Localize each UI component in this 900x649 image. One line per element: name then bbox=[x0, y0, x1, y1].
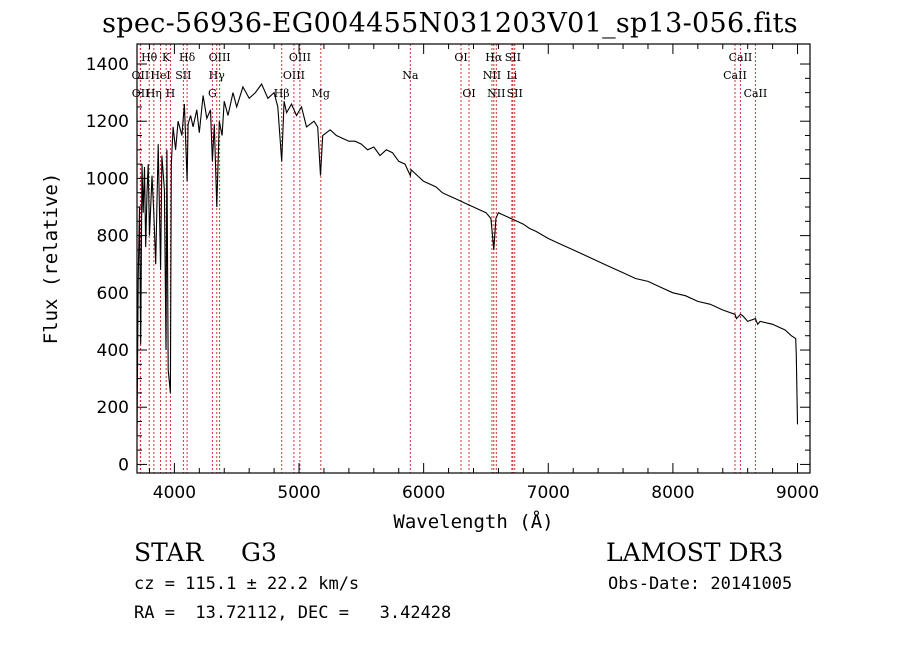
line-label: CaII bbox=[744, 87, 768, 100]
axis-ticks: 4000 5000 6000 7000 8000 9000 0 200 400 600 800 100… bbox=[86, 44, 819, 503]
x-tick-label: 9000 bbox=[776, 483, 819, 503]
line-label: CaII bbox=[729, 51, 753, 64]
line-label: CaII bbox=[723, 69, 747, 82]
line-label: OI bbox=[462, 87, 475, 100]
y-tick-label: 1000 bbox=[86, 169, 129, 189]
redshift-cz: cz = 115.1 ± 22.2 km/s bbox=[134, 574, 360, 594]
x-tick-label: 8000 bbox=[651, 483, 694, 503]
spectrum-line bbox=[136, 82, 799, 436]
survey-name: LAMOST DR3 bbox=[606, 538, 784, 567]
y-tick-label: 200 bbox=[97, 398, 129, 418]
x-tick-label: 7000 bbox=[527, 483, 570, 503]
line-label: G bbox=[208, 87, 217, 100]
y-tick-label: 400 bbox=[97, 341, 129, 361]
line-label: SII bbox=[507, 87, 523, 100]
line-label: NII bbox=[483, 69, 501, 82]
line-label: H bbox=[166, 87, 176, 100]
y-tick-label: 1400 bbox=[86, 55, 129, 75]
spectrum-series bbox=[136, 82, 799, 436]
line-label: Mg bbox=[312, 87, 330, 100]
y-tick-label: 600 bbox=[97, 284, 129, 304]
line-label: OIII bbox=[283, 69, 305, 82]
spectral-line-markers bbox=[139, 44, 756, 473]
line-label: SII bbox=[505, 51, 521, 64]
line-label: NII bbox=[487, 87, 505, 100]
line-label: K bbox=[162, 51, 171, 64]
y-tick-label: 800 bbox=[97, 227, 129, 247]
chart-title: spec-56936-EG004455N031203V01_sp13-056.f… bbox=[102, 8, 798, 39]
x-tick-label: 5000 bbox=[277, 483, 320, 503]
y-axis-label: Flux (relative) bbox=[40, 173, 62, 345]
line-label: OI bbox=[454, 51, 467, 64]
x-tick-label: 4000 bbox=[153, 483, 196, 503]
line-label: HeI bbox=[150, 69, 170, 82]
obs-date: Obs-Date: 20141005 bbox=[608, 574, 793, 594]
y-tick-label: 1200 bbox=[86, 112, 129, 132]
line-label: OIII bbox=[289, 51, 311, 64]
object-class: STAR bbox=[134, 538, 204, 567]
y-tick-label: 0 bbox=[118, 455, 129, 475]
line-label: Na bbox=[402, 69, 419, 82]
line-label: OIII bbox=[209, 51, 231, 64]
plot-frame bbox=[136, 43, 811, 474]
object-subclass: G3 bbox=[241, 538, 277, 567]
line-label: Hγ bbox=[209, 69, 226, 82]
line-label: Hα bbox=[485, 51, 503, 64]
x-tick-label: 6000 bbox=[402, 483, 445, 503]
line-label: OII bbox=[132, 87, 150, 100]
x-axis-label: Wavelength (Å) bbox=[393, 510, 553, 533]
line-label: SII bbox=[175, 69, 191, 82]
line-label: Hβ bbox=[274, 87, 290, 100]
line-label: Hη bbox=[146, 87, 162, 100]
line-label: Li bbox=[506, 69, 517, 82]
line-label: OII bbox=[132, 69, 150, 82]
ra-dec: RA = 13.72112, DEC = 3.42428 bbox=[134, 603, 452, 623]
line-label: Hθ bbox=[141, 51, 158, 64]
line-label: Hδ bbox=[179, 51, 196, 64]
